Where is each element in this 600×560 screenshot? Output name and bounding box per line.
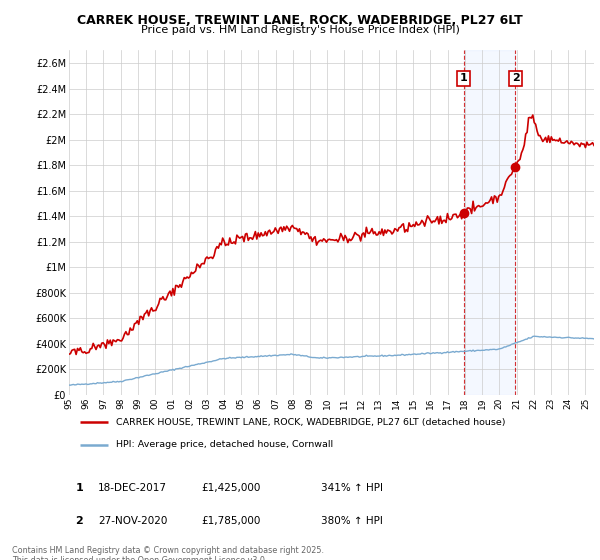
- Text: 27-NOV-2020: 27-NOV-2020: [98, 516, 167, 526]
- Bar: [464, 50, 515, 395]
- Text: Price paid vs. HM Land Registry's House Price Index (HPI): Price paid vs. HM Land Registry's House …: [140, 25, 460, 35]
- Text: 341% ↑ HPI: 341% ↑ HPI: [321, 483, 383, 493]
- Text: CARREK HOUSE, TREWINT LANE, ROCK, WADEBRIDGE, PL27 6LT (detached house): CARREK HOUSE, TREWINT LANE, ROCK, WADEBR…: [116, 418, 506, 427]
- Text: £1,425,000: £1,425,000: [201, 483, 260, 493]
- Text: 2: 2: [512, 73, 520, 83]
- Text: 2: 2: [76, 516, 83, 526]
- Text: 1: 1: [460, 73, 467, 83]
- Text: £1,785,000: £1,785,000: [201, 516, 260, 526]
- Text: HPI: Average price, detached house, Cornwall: HPI: Average price, detached house, Corn…: [116, 440, 334, 449]
- Text: 380% ↑ HPI: 380% ↑ HPI: [321, 516, 383, 526]
- Text: Contains HM Land Registry data © Crown copyright and database right 2025.
This d: Contains HM Land Registry data © Crown c…: [12, 546, 324, 560]
- Text: CARREK HOUSE, TREWINT LANE, ROCK, WADEBRIDGE, PL27 6LT: CARREK HOUSE, TREWINT LANE, ROCK, WADEBR…: [77, 14, 523, 27]
- Text: 1: 1: [76, 483, 83, 493]
- Text: 18-DEC-2017: 18-DEC-2017: [98, 483, 167, 493]
